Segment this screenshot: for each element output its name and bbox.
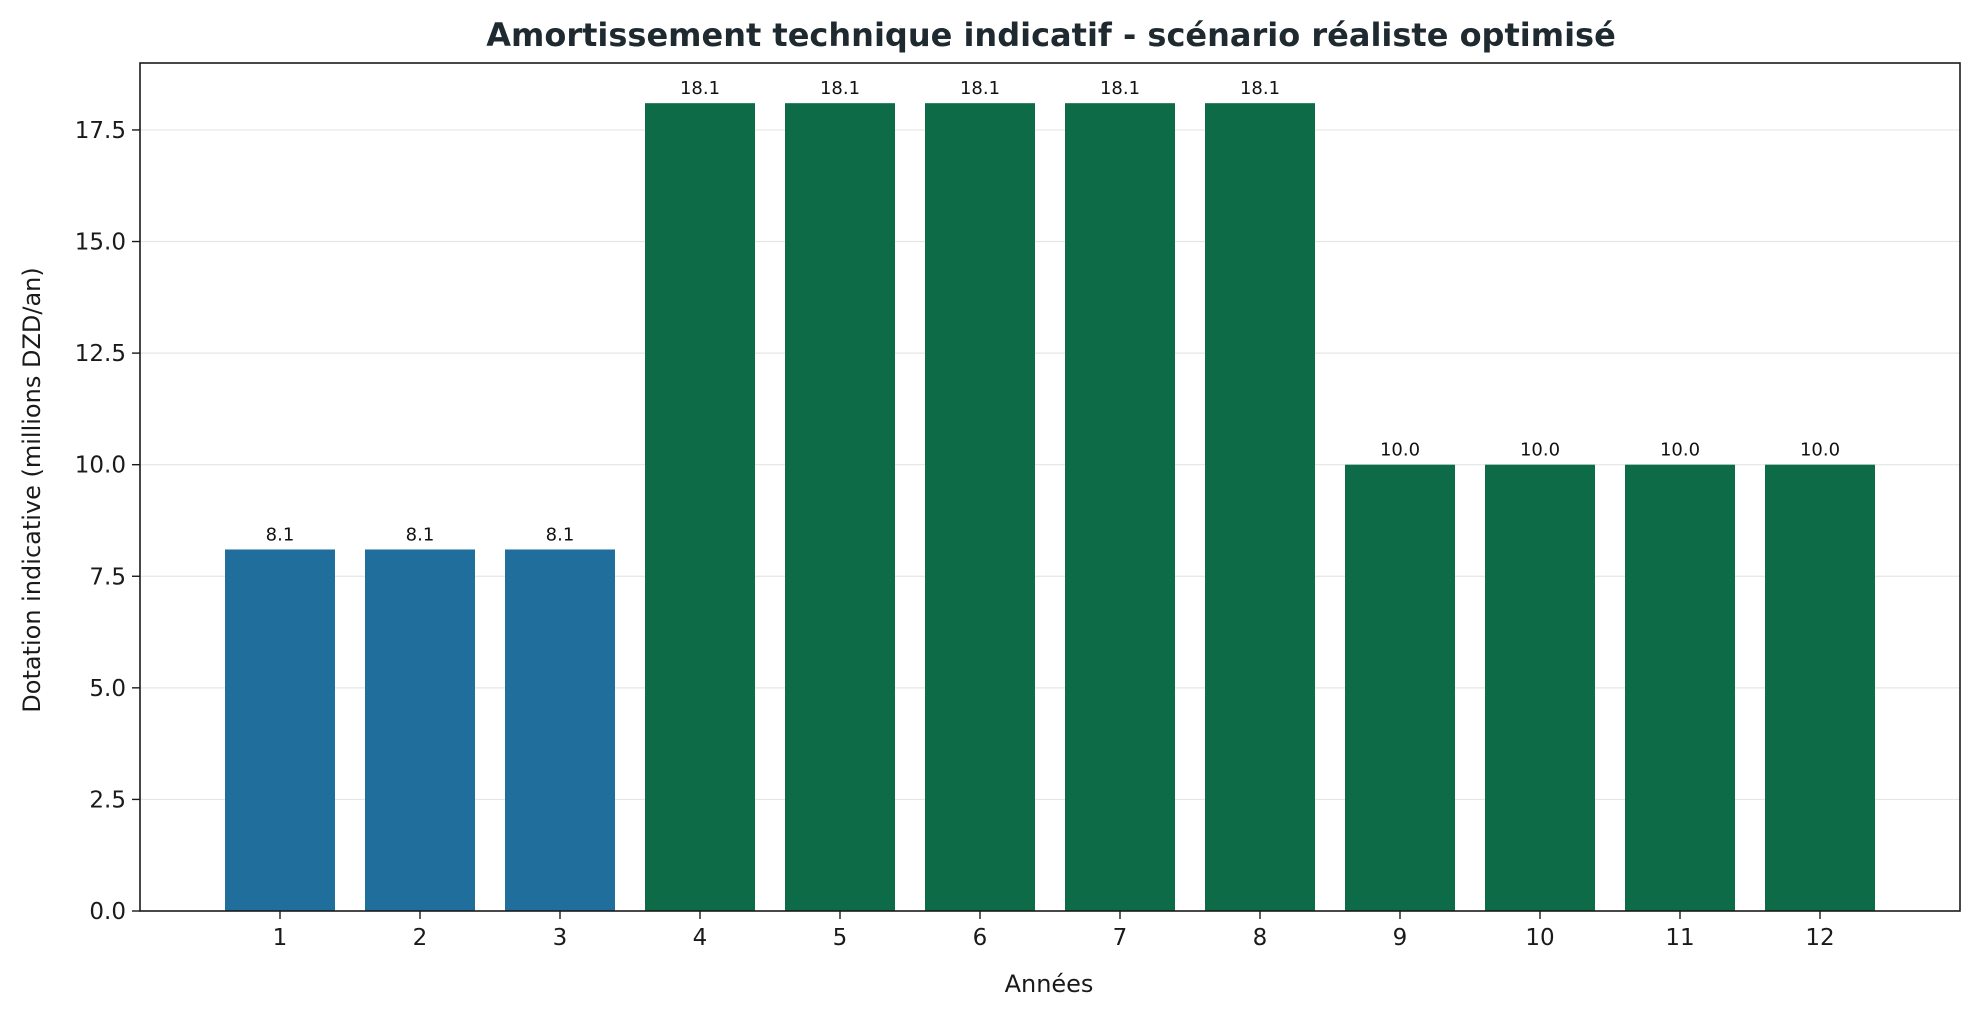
bar-value-label: 10.0 [1800,440,1840,461]
bar-value-label: 10.0 [1520,440,1560,461]
y-tick-label: 5.0 [89,676,126,702]
bar-year-5 [785,103,895,912]
x-tick-label: 10 [1525,925,1554,951]
y-tick-label: 2.5 [89,787,126,813]
y-tick-label: 15.0 [75,230,126,256]
bar-year-7 [1065,103,1175,912]
bar-year-12 [1765,464,1875,911]
bar-value-label: 18.1 [680,78,720,99]
bar-value-label: 10.0 [1380,440,1420,461]
x-tick-label: 3 [553,925,568,951]
bar-value-label: 18.1 [960,78,1000,99]
bar-year-8 [1205,103,1315,912]
y-tick-label: 0.0 [89,899,126,925]
x-tick-label: 8 [1253,925,1268,951]
plot-frame [139,62,1961,912]
x-tick-label: 5 [833,925,848,951]
x-tick-label: 1 [273,925,288,951]
y-tick-label: 10.0 [75,453,126,479]
y-axis-ticks: 0.0 2.5 5.0 7.5 10.0 12.5 15.0 17.5 [75,118,140,925]
x-tick-label: 4 [693,925,708,951]
bar-value-label: 8.1 [546,524,575,545]
bar-value-label: 8.1 [266,524,295,545]
bar-value-label: 18.1 [820,78,860,99]
x-tick-label: 11 [1665,925,1694,951]
bar-year-11 [1625,464,1735,911]
bar-value-labels: 8.1 8.1 8.1 18.1 18.1 18.1 18.1 18.1 10.0 10.0 10.… [266,78,1840,545]
bar-year-3 [505,549,615,911]
y-axis-label: Dotation indicative (millions DZD/an) [18,267,46,712]
y-tick-label: 7.5 [89,564,126,590]
chart-title: Amortissement technique indicatif - scén… [486,16,1616,54]
bar-year-9 [1345,464,1455,911]
x-tick-label: 2 [413,925,428,951]
x-axis-ticks: 1 2 3 4 5 6 7 8 9 10 11 12 [273,911,1835,951]
bar-value-label: 18.1 [1100,78,1140,99]
bars [225,103,1875,912]
bar-year-1 [225,549,335,911]
bar-year-2 [365,549,475,911]
bar-year-10 [1485,464,1595,911]
x-tick-label: 7 [1113,925,1128,951]
y-tick-label: 17.5 [75,118,126,144]
y-tick-label: 12.5 [75,341,126,367]
bar-value-label: 10.0 [1660,440,1700,461]
bar-year-4 [645,103,755,912]
x-axis-label: Années [1005,970,1094,998]
bar-value-label: 8.1 [406,524,435,545]
bar-year-6 [925,103,1035,912]
x-tick-label: 12 [1805,925,1834,951]
x-tick-label: 6 [973,925,988,951]
bar-value-label: 18.1 [1240,78,1280,99]
x-tick-label: 9 [1393,925,1408,951]
